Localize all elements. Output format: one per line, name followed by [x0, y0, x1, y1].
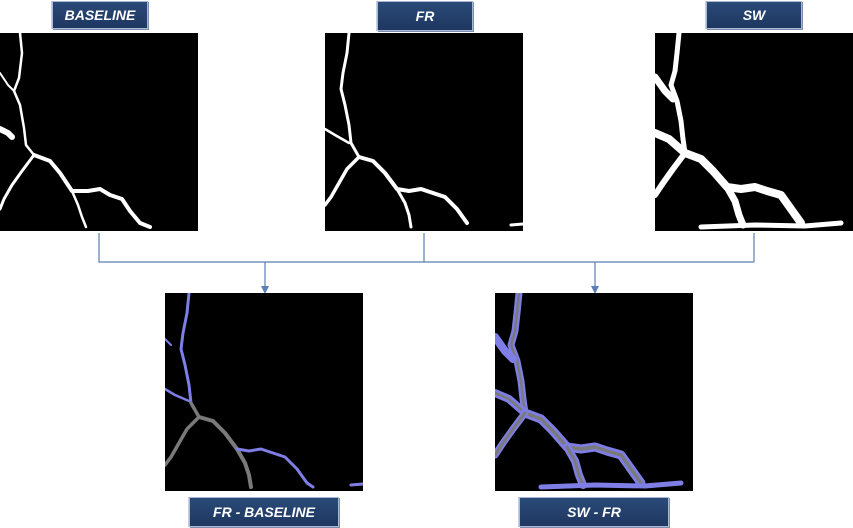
- arrow-heads: [261, 286, 599, 294]
- baseline-segmentation-image: [0, 33, 198, 231]
- fr-label: FR: [377, 1, 473, 31]
- sw-minus-fr-label: SW - FR: [519, 497, 669, 527]
- fr-minus-baseline-image: [165, 293, 363, 491]
- arrow-down-icon: [261, 286, 269, 294]
- baseline-label: BASELINE: [52, 1, 148, 29]
- sw-label: SW: [706, 1, 802, 29]
- arrow-down-icon: [591, 286, 599, 294]
- fr-minus-baseline-label: FR - BASELINE: [189, 497, 339, 527]
- sw-segmentation-image: [655, 33, 853, 231]
- fr-segmentation-image: [325, 33, 523, 231]
- sw-minus-fr-image: [495, 293, 693, 491]
